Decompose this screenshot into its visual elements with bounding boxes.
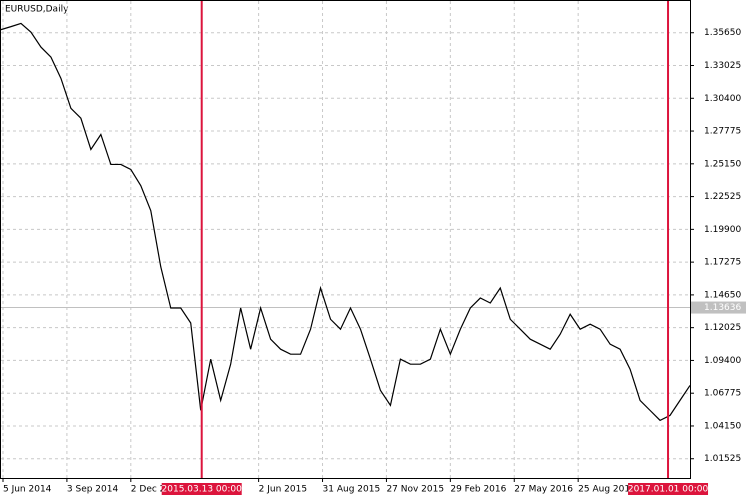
- y-tick-label: 1.19900: [704, 225, 741, 235]
- price-line: [0, 22, 691, 422]
- y-tick-label: 1.04150: [704, 421, 741, 431]
- y-tick-label: 1.17275: [704, 258, 741, 268]
- x-tick-label: 31 Aug 2015: [323, 485, 381, 495]
- y-tick-label: 1.27775: [704, 127, 741, 137]
- x-tick-label: 27 May 2016: [514, 485, 573, 495]
- vertical-marker-label: 2015.03.13 00:00: [162, 485, 243, 495]
- y-tick-label: 1.09400: [704, 356, 741, 366]
- x-tick-label: 3 Sep 2014: [67, 485, 119, 495]
- x-tick-label: 2 Dec 2014: [131, 485, 183, 495]
- current-price-label: 1.13636: [704, 303, 741, 313]
- y-tick-label: 1.25150: [704, 159, 741, 169]
- x-tick-label: 25 Aug 2016: [578, 485, 636, 495]
- y-tick-label: 1.35650: [704, 28, 741, 38]
- y-tick-label: 1.06775: [704, 389, 741, 399]
- x-tick-label: 27 Nov 2015: [386, 485, 444, 495]
- plot-frame: [0, 0, 691, 479]
- vertical-marker-label: 2017.01.01 00:00: [628, 485, 709, 495]
- y-tick-label: 1.30400: [704, 94, 741, 104]
- current-price-box: [691, 301, 746, 314]
- chart-title: EURUSD,Daily: [5, 5, 69, 15]
- y-tick-label: 1.22525: [704, 192, 741, 202]
- y-tick-label: 1.14650: [704, 290, 741, 300]
- y-tick-label: 1.01525: [704, 454, 741, 464]
- x-tick-label: 5 Jun 2014: [3, 485, 52, 495]
- y-tick-label: 1.33025: [704, 61, 741, 71]
- x-tick-label: 2 Jun 2015: [259, 485, 307, 495]
- vertical-marker-box: [628, 483, 709, 495]
- y-tick-label: 1.12025: [704, 323, 741, 333]
- vertical-marker-box: [161, 483, 242, 495]
- x-tick-label: 29 Feb 2016: [450, 485, 506, 495]
